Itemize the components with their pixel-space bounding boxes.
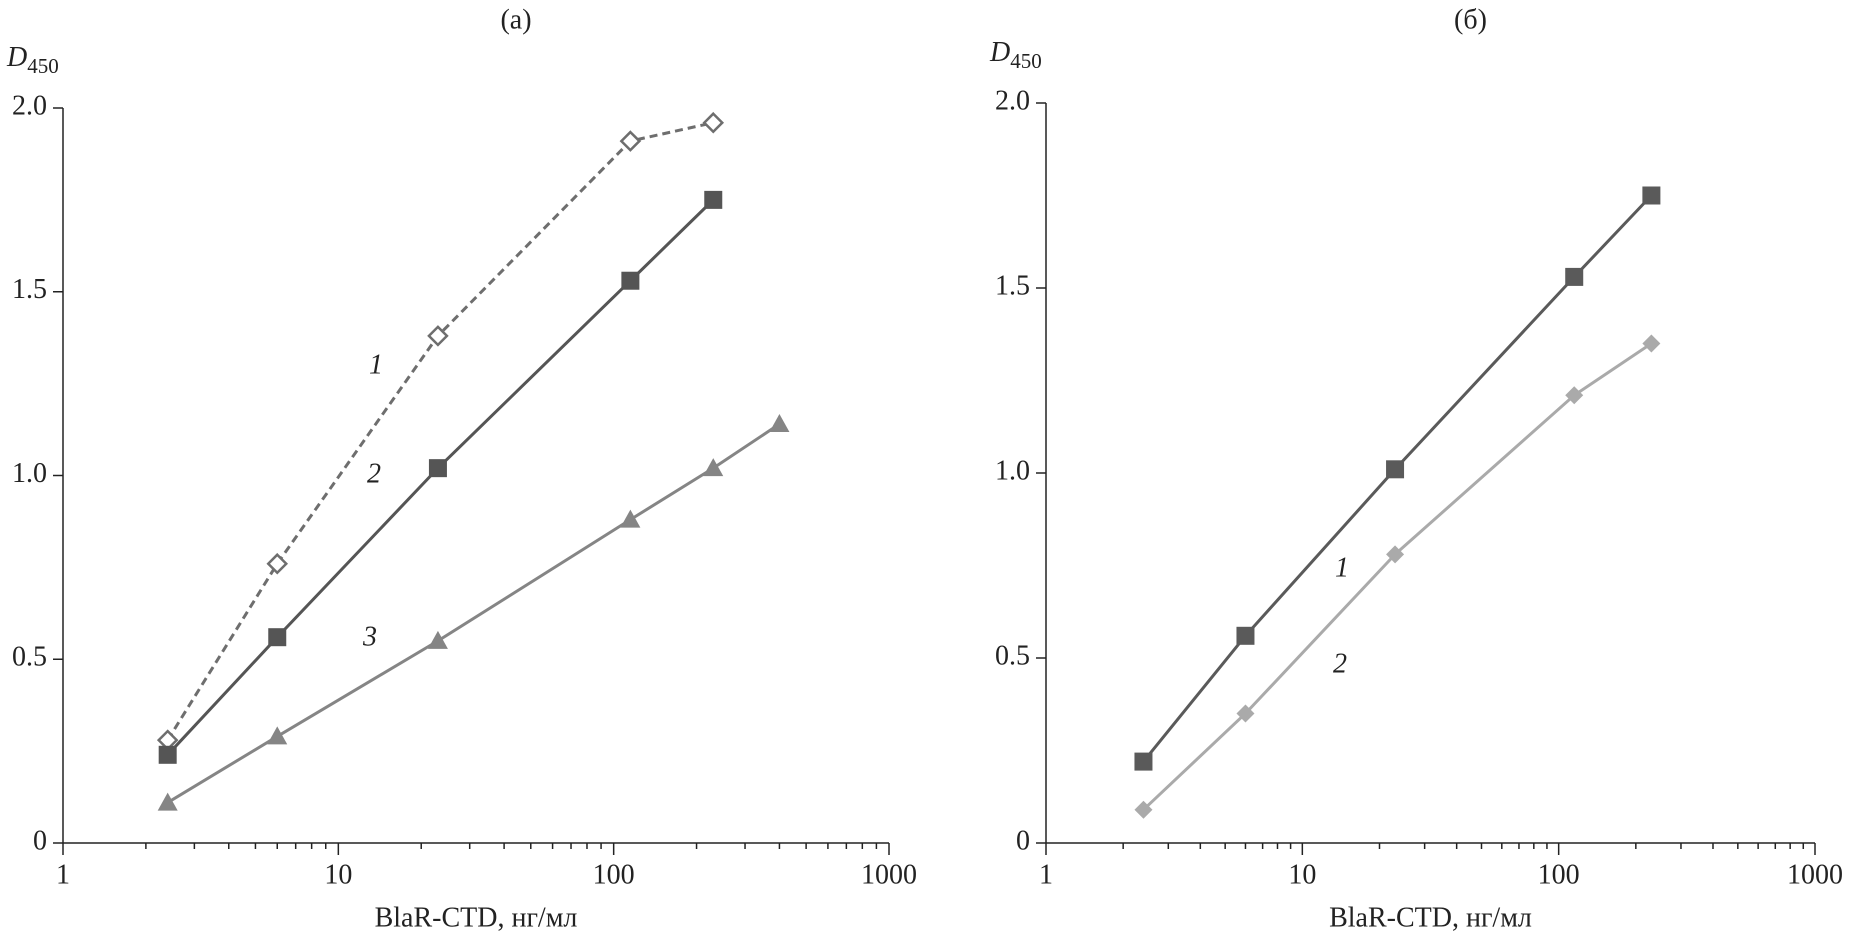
x-axis-title: BlaR-CTD, нг/мл (1329, 902, 1532, 933)
y-tick-label: 0 (1016, 825, 1030, 856)
x-tick-label: 10 (1288, 859, 1316, 890)
marker (1642, 334, 1661, 353)
y-tick-label: 1.5 (12, 274, 47, 305)
y-tick-label: 0 (33, 825, 47, 856)
y-tick-label: 1.5 (995, 270, 1030, 301)
marker (620, 509, 641, 528)
x-tick-label: 10 (324, 859, 352, 890)
y-axis-title-main: D (6, 42, 27, 73)
marker (1236, 704, 1255, 723)
curve-label: 2 (1333, 648, 1347, 679)
chart-title: (a) (500, 4, 531, 35)
marker (621, 271, 640, 290)
marker (1134, 752, 1153, 771)
y-tick-label: 2.0 (12, 90, 47, 121)
marker (1386, 545, 1405, 564)
chart-title: (б) (1454, 4, 1487, 35)
y-axis-title-main: D (989, 37, 1010, 68)
curve-label: 2 (367, 458, 381, 489)
marker (769, 414, 790, 433)
y-axis-title: D450 (6, 42, 59, 77)
curve-label: 1 (1335, 552, 1349, 583)
marker (1134, 800, 1153, 819)
marker (266, 552, 289, 575)
marker (1642, 186, 1661, 205)
y-axis-title: D450 (989, 37, 1042, 72)
y-axis-title-sub: 450 (27, 54, 59, 78)
y-tick-label: 0.5 (12, 642, 47, 673)
series-line (1142, 342, 1653, 811)
curve-label: 1 (369, 349, 383, 380)
marker (157, 792, 178, 811)
marker (427, 325, 449, 347)
marker (1565, 386, 1584, 405)
y-axis-title-sub: 450 (1010, 49, 1042, 73)
marker (1236, 626, 1255, 645)
x-axis-title: BlaR-CTD, нг/мл (375, 902, 578, 933)
x-tick-label: 1 (56, 859, 70, 890)
x-tick-label: 1000 (861, 859, 917, 890)
marker (1386, 460, 1405, 479)
marker (1565, 267, 1584, 286)
marker (267, 726, 288, 745)
marker (619, 130, 642, 152)
x-tick-label: 1000 (1787, 859, 1843, 890)
y-tick-label: 1.0 (12, 458, 47, 489)
marker (427, 630, 448, 649)
marker (428, 459, 447, 478)
y-tick-label: 0.5 (995, 640, 1030, 671)
marker (158, 745, 177, 764)
y-tick-label: 2.0 (995, 85, 1030, 116)
marker (702, 111, 725, 134)
x-tick-label: 100 (1538, 859, 1580, 890)
marker (704, 190, 723, 209)
marker (268, 628, 287, 647)
curve-label: 3 (362, 621, 377, 652)
x-tick-label: 1 (1039, 859, 1053, 890)
x-tick-label: 100 (593, 859, 635, 890)
series-line (166, 422, 781, 804)
marker (703, 458, 724, 477)
y-tick-label: 1.0 (995, 455, 1030, 486)
